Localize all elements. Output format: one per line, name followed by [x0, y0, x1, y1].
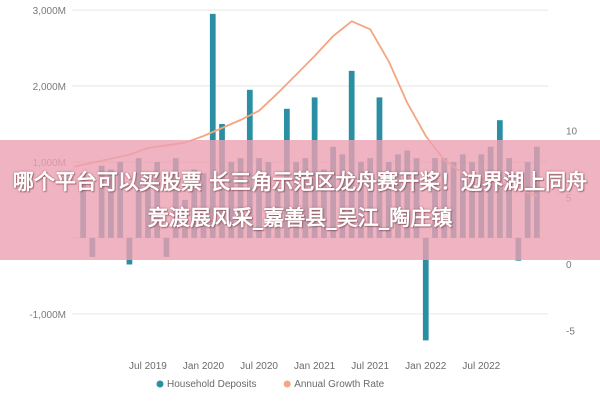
x-tick-label: Jul 2021	[351, 361, 389, 372]
x-tick-label: Jan 2022	[405, 361, 447, 372]
x-tick-label: Jul 2020	[240, 361, 278, 372]
x-tick-label: Jan 2020	[183, 361, 225, 372]
x-tick-label: Jan 2021	[294, 361, 336, 372]
banner-title: 哪个平台可以买股票 长三角示范区龙舟赛开桨！边界湖上同舟竞渡展风采_嘉善县_吴江…	[12, 170, 588, 230]
bar-household-deposits	[209, 13, 216, 238]
legend-label: Annual Growth Rate	[294, 379, 384, 390]
y-left-tick-label: 2,000M	[33, 82, 66, 93]
legend-marker	[156, 380, 164, 388]
overlay-banner: 哪个平台可以买股票 长三角示范区龙舟赛开桨！边界湖上同舟竞渡展风采_嘉善县_吴江…	[0, 140, 600, 260]
x-tick-label: Jul 2019	[129, 361, 167, 372]
y-right-tick-label: 10	[566, 127, 578, 138]
x-tick-label: Jul 2022	[462, 361, 500, 372]
y-left-tick-label: -1,000M	[29, 310, 66, 321]
y-right-tick-label: 0	[566, 260, 572, 271]
legend-marker	[283, 380, 291, 388]
y-left-tick-label: 3,000M	[33, 6, 66, 17]
legend-label: Household Deposits	[167, 379, 257, 390]
legend: Household Deposits Annual Growth Rate	[156, 379, 385, 390]
y-right-tick-label: -5	[566, 327, 575, 338]
bar-household-deposits	[422, 237, 429, 341]
